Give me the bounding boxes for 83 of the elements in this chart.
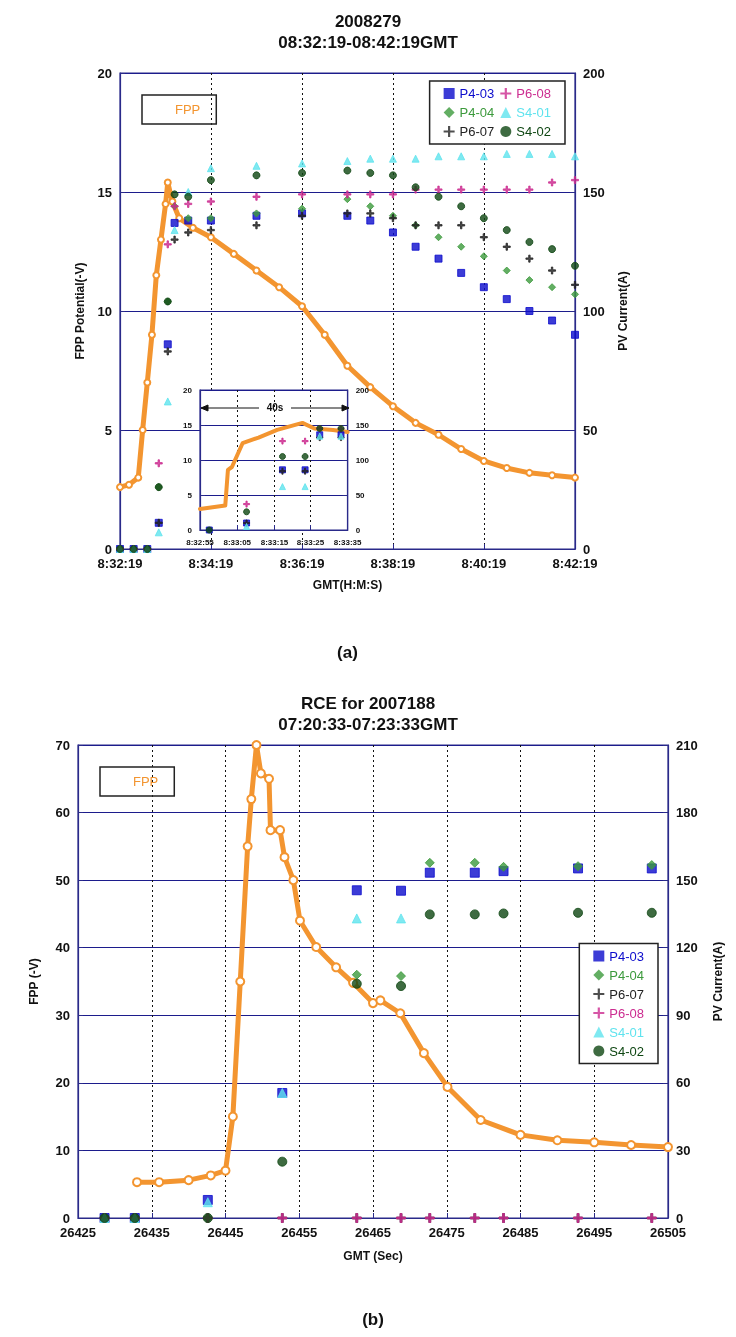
y2-tick-label: 120	[676, 940, 698, 956]
x-tick-label: 26445	[207, 1225, 244, 1240]
y2-tick-label: 210	[676, 737, 698, 753]
y-tick-label: 15	[97, 184, 112, 200]
y-tick-label: 5	[187, 490, 193, 500]
x-tick-label: 26485	[502, 1225, 539, 1240]
y2-tick-label: 150	[676, 872, 698, 888]
legend-label: P6-08	[609, 1005, 645, 1021]
x-tick-label: 8:32:19	[97, 556, 143, 571]
text: FPP	[133, 774, 159, 789]
y2-axis-title: PV Current(A)	[616, 271, 630, 351]
y-tick-label: 10	[97, 303, 112, 319]
legend-label: P6-07	[609, 986, 645, 1002]
y-tick-label: 20	[97, 65, 112, 81]
x-tick-label: 26465	[354, 1225, 392, 1240]
chart-subtitle: 08:32:19-08:42:19GMT	[278, 33, 459, 52]
legend-label: S4-02	[516, 124, 552, 139]
legend-label: P4-04	[609, 967, 645, 983]
x-tick-label: 8:34:19	[188, 556, 234, 571]
x-axis-title: GMT(H:M:S)	[312, 578, 383, 592]
x-tick-label: 8:40:19	[461, 556, 507, 571]
y-tick-label: 60	[55, 805, 70, 821]
legend-label: S4-02	[609, 1043, 645, 1059]
x-tick-label: 26475	[428, 1225, 465, 1240]
chart-title: RCE for 2007188	[300, 694, 436, 713]
y2-tick-label: 90	[676, 1007, 691, 1023]
y-axis-title: FPP (-V)	[27, 958, 41, 1005]
y2-tick-label: 0	[676, 1210, 684, 1226]
text: (b)	[362, 1309, 384, 1329]
x-tick-label: 26425	[59, 1225, 97, 1240]
x-tick-label: 8:33:35	[333, 537, 362, 547]
x-tick-label: 8:33:25	[296, 537, 325, 547]
y2-tick-label: 100	[583, 303, 605, 319]
legend-label: P4-04	[459, 105, 495, 120]
y2-tick-label: 200	[583, 65, 605, 81]
y-tick-label: 15	[183, 420, 193, 430]
chart-title: 2008279	[334, 12, 402, 31]
y2-tick-label: 60	[676, 1075, 691, 1091]
y-axis-title: FPP Potential(-V)	[73, 262, 87, 360]
legend-label: P6-07	[459, 124, 495, 139]
y2-tick-label: 150	[583, 184, 605, 200]
legend-label: P6-08	[516, 86, 552, 101]
x-tick-label: 8:33:05	[223, 537, 252, 547]
y-tick-label: 10	[55, 1142, 70, 1158]
legend-label: P4-03	[609, 948, 645, 964]
y-tick-label: 30	[55, 1007, 70, 1023]
y-tick-label: 0	[104, 541, 112, 557]
annotation: 40s	[266, 402, 284, 413]
x-tick-label: 26505	[649, 1225, 687, 1240]
y2-tick-label: 150	[355, 420, 370, 430]
x-tick-label: 8:32:55	[186, 537, 215, 547]
x-tick-label: 8:42:19	[552, 556, 598, 571]
y-tick-label: 20	[183, 385, 193, 395]
y-tick-label: 20	[55, 1075, 70, 1091]
y-tick-label: 10	[183, 455, 193, 465]
y2-tick-label: 200	[355, 385, 370, 395]
y-tick-label: 5	[104, 422, 112, 438]
chart-subtitle: 07:20:33-07:23:33GMT	[278, 715, 459, 734]
legend-label: S4-01	[609, 1024, 645, 1040]
x-tick-label: 8:36:19	[279, 556, 325, 571]
y-tick-label: 0	[187, 525, 193, 535]
text: (a)	[337, 642, 358, 662]
y2-tick-label: 50	[355, 490, 366, 500]
y-tick-label: 40	[55, 940, 70, 956]
y2-tick-label: 30	[676, 1142, 691, 1158]
x-tick-label: 26495	[576, 1225, 613, 1240]
y-tick-label: 0	[62, 1210, 70, 1226]
y2-axis-title: PV Current(A)	[711, 941, 725, 1022]
x-tick-label: 26455	[281, 1225, 318, 1240]
y-tick-label: 50	[55, 872, 70, 888]
y-tick-label: 70	[55, 737, 70, 753]
y2-tick-label: 50	[583, 422, 598, 438]
y2-tick-label: 180	[676, 805, 698, 821]
legend-label: S4-01	[516, 105, 552, 120]
x-tick-label: 8:38:19	[370, 556, 416, 571]
y2-tick-label: 100	[355, 455, 370, 465]
y2-tick-label: 0	[355, 525, 361, 535]
x-tick-label: 8:33:15	[260, 537, 289, 547]
legend-label: P4-03	[459, 86, 495, 101]
x-axis-title: GMT (Sec)	[343, 1249, 403, 1263]
x-tick-label: 26435	[133, 1225, 170, 1240]
text: FPP	[175, 102, 201, 117]
y2-tick-label: 0	[583, 541, 591, 557]
